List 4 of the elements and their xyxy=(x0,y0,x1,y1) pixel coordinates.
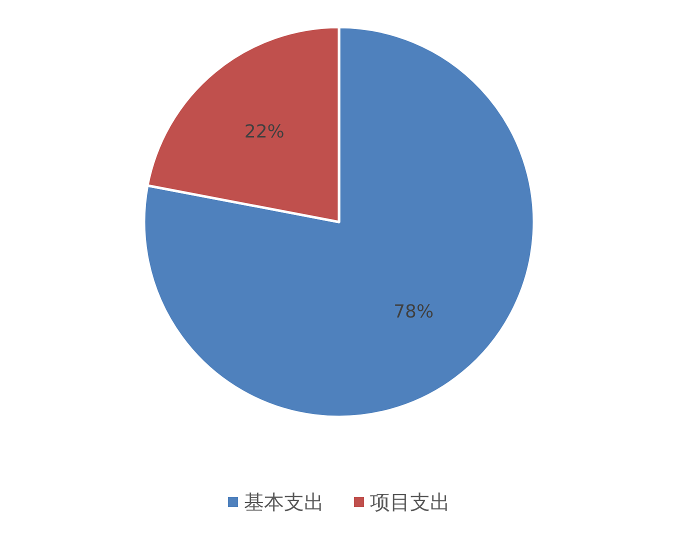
data-label: 78% xyxy=(394,302,434,323)
legend-label: 项目支出 xyxy=(370,490,450,514)
data-label: 22% xyxy=(244,121,284,142)
legend-label: 基本支出 xyxy=(244,490,324,514)
